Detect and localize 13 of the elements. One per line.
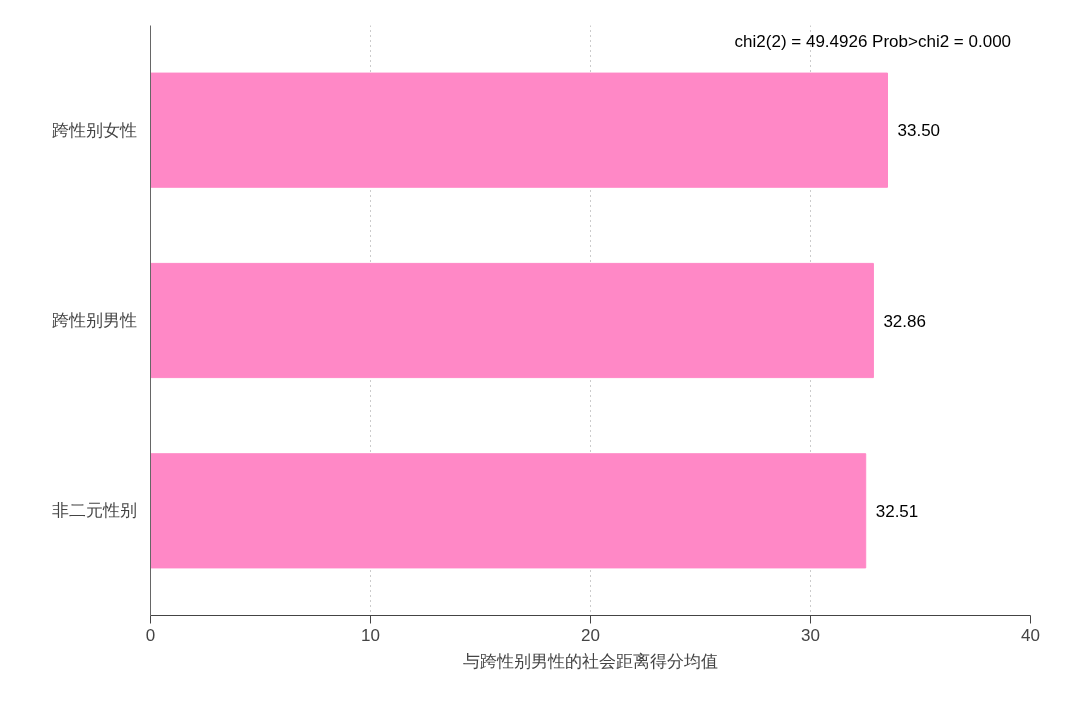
x-tick-label: 30: [801, 625, 820, 645]
y-tick-label: 跨性别男性: [51, 311, 137, 330]
y-tick-label: 跨性别女性: [51, 120, 137, 140]
data-label: 32.51: [875, 501, 919, 521]
x-tick-label: 0: [145, 625, 156, 645]
annotation: chi2(2) = 49.4926 Prob>chi2 = 0.000: [734, 32, 1012, 51]
data-label: 32.86: [883, 311, 926, 331]
y-tick-label: 非二元性别: [51, 501, 137, 521]
x-tick-label: 20: [581, 625, 600, 645]
x-tick-label: 40: [1021, 625, 1040, 645]
data-label: 33.50: [897, 121, 941, 141]
x-tick-label: 10: [361, 625, 380, 645]
x-axis-title: 与跨性别男性的社会距离得分均值: [463, 651, 718, 671]
